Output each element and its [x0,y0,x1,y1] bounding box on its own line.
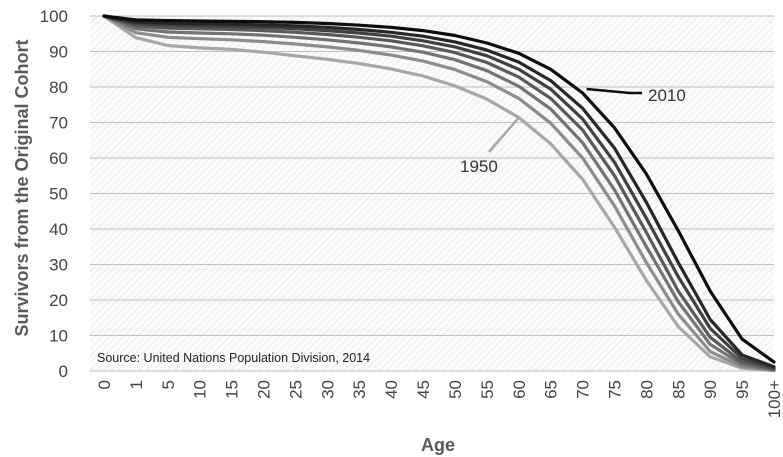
y-tick-label: 0 [59,362,68,381]
x-tick-label: 25 [286,380,305,399]
x-tick-label: 65 [542,380,561,399]
annotation-leader-1950 [488,116,520,153]
x-tick-label: 80 [637,380,656,399]
x-tick-label: 0 [95,380,114,389]
x-tick-label: 100+ [765,380,783,418]
annotation-label: 1950 [460,157,498,176]
x-tick-label: 20 [255,380,274,399]
y-tick-label: 30 [49,256,68,275]
x-tick-label: 60 [510,380,529,399]
y-tick-label: 90 [49,43,68,62]
x-axis-title: Age [421,435,455,455]
annotations: 1950 2010 [460,86,686,176]
series-lines [102,14,776,373]
x-tick-label: 35 [350,380,369,399]
x-tick-label: 90 [701,380,720,399]
x-tick-label: 75 [605,380,624,399]
series-line-2 [102,14,776,372]
gridlines [90,15,774,372]
x-tick-label: 10 [191,380,210,399]
y-tick-label: 70 [49,114,68,133]
annotation-leader-2010 [586,87,642,95]
y-tick-label: 80 [49,78,68,97]
y-tick-label: 50 [49,185,68,204]
x-tick-label: 55 [478,380,497,399]
x-tick-label: 40 [382,380,401,399]
x-tick-label: 15 [223,380,242,399]
annotation-label: 2010 [648,86,686,105]
series-line-4 [102,14,776,371]
series-line-3 [102,14,776,372]
x-tick-label: 45 [414,380,433,399]
y-tick-label: 60 [49,149,68,168]
x-tick-label: 95 [733,380,752,399]
x-tick-label: 50 [446,380,465,399]
y-tick-label: 40 [49,220,68,239]
series-line-5 [102,14,776,370]
series-line-6 [102,14,776,369]
source-note: Source: United Nations Population Divisi… [97,351,370,365]
series-line-7 [102,14,776,364]
y-axis-ticks: 0 10 20 30 40 50 60 70 80 90 100 [40,7,68,381]
x-tick-label: 85 [669,380,688,399]
x-axis-ticks: 0 1 5 10 15 20 25 30 35 40 45 50 55 60 65 70 75 80 85 90 95 1… [95,380,783,418]
y-tick-label: 10 [49,327,68,346]
x-tick-label: 70 [574,380,593,399]
y-tick-label: 100 [40,7,68,26]
y-axis-title: Survivors from the Original Cohort [12,39,32,336]
y-tick-label: 20 [49,291,68,310]
series-line-1 [102,14,776,373]
x-tick-label: 1 [127,380,146,389]
x-tick-label: 30 [318,380,337,399]
x-tick-label: 5 [159,380,178,389]
